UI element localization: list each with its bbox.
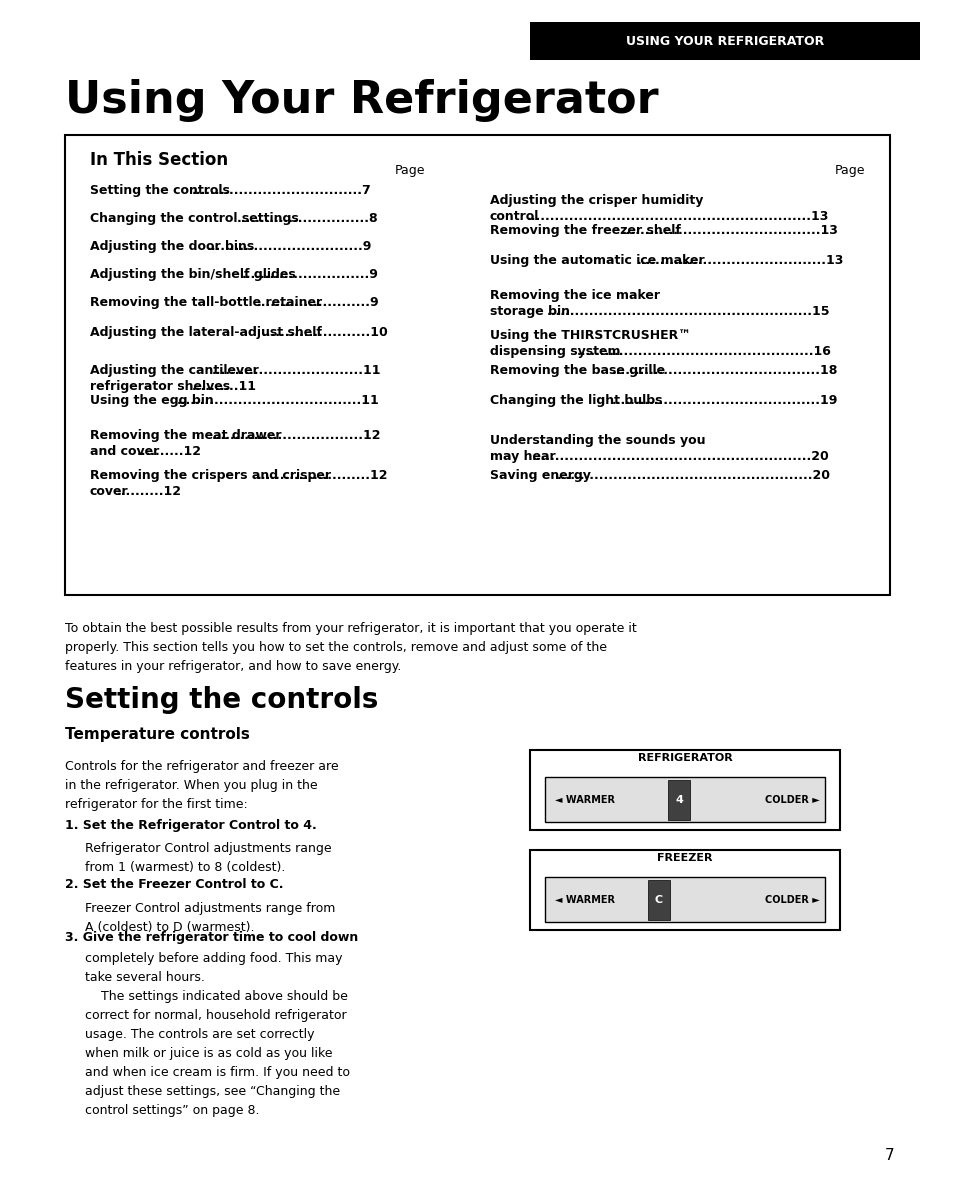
Text: Adjusting the door bins: Adjusting the door bins	[90, 239, 254, 252]
Text: 1. Set the Refrigerator Control to 4.: 1. Set the Refrigerator Control to 4.	[65, 819, 316, 832]
Text: Freezer Control adjustments range from
A (coldest) to D (warmest).: Freezer Control adjustments range from A…	[85, 902, 335, 934]
Text: Saving energy: Saving energy	[490, 469, 590, 482]
Text: COLDER ►: COLDER ►	[764, 895, 820, 906]
Text: COLDER ►: COLDER ►	[764, 795, 820, 804]
Text: completely before adding food. This may
take several hours.
    The settings ind: completely before adding food. This may …	[85, 952, 350, 1117]
Text: may hear: may hear	[490, 450, 555, 463]
Text: ........................................13: ........................................…	[637, 253, 843, 267]
Text: ....................................7: ....................................7	[192, 183, 372, 196]
Text: 3. Give the refrigerator time to cool down: 3. Give the refrigerator time to cool do…	[65, 931, 358, 944]
Text: refrigerator shelves: refrigerator shelves	[90, 380, 230, 393]
Text: storage bin: storage bin	[490, 305, 569, 318]
Text: Setting the controls: Setting the controls	[90, 183, 230, 196]
Text: .................................9: .................................9	[207, 239, 372, 252]
Text: Changing the light bulbs: Changing the light bulbs	[490, 394, 661, 407]
Text: Using the automatic ice maker: Using the automatic ice maker	[490, 253, 704, 267]
Text: ..................................................16: ........................................…	[577, 344, 831, 357]
Text: Using Your Refrigerator: Using Your Refrigerator	[65, 79, 658, 121]
Text: Temperature controls: Temperature controls	[65, 727, 250, 743]
Text: To obtain the best possible results from your refrigerator, it is important that: To obtain the best possible results from…	[65, 622, 636, 674]
Text: Removing the freezer shelf: Removing the freezer shelf	[490, 224, 680, 237]
Text: ................................12: ................................12	[212, 428, 381, 441]
Text: 7: 7	[884, 1147, 894, 1163]
Text: ..........12: ..........12	[137, 445, 202, 457]
Text: Using the egg bin: Using the egg bin	[90, 394, 213, 407]
Text: and cover: and cover	[90, 445, 159, 457]
Text: Adjusting the bin/shelf glides: Adjusting the bin/shelf glides	[90, 268, 295, 281]
FancyBboxPatch shape	[544, 877, 824, 922]
Text: Page: Page	[834, 163, 864, 176]
Text: ............................8: ............................8	[236, 212, 378, 225]
Text: Removing the crispers and crisper: Removing the crispers and crisper	[90, 469, 331, 482]
Text: ............................................18: ........................................…	[612, 363, 838, 376]
Text: ...........................9: ...........................9	[242, 268, 378, 281]
Text: Setting the controls: Setting the controls	[65, 685, 378, 714]
Text: ............................................19: ........................................…	[612, 394, 838, 407]
Text: Removing the ice maker: Removing the ice maker	[490, 288, 659, 301]
Text: .......................10: .......................10	[262, 326, 388, 338]
Text: Adjusting the cantilever: Adjusting the cantilever	[90, 363, 258, 376]
Text: ............................................................13: ........................................…	[526, 209, 828, 223]
Text: Refrigerator Control adjustments range
from 1 (warmest) to 8 (coldest).: Refrigerator Control adjustments range f…	[85, 843, 332, 873]
Text: ........................12: ........................12	[256, 469, 388, 482]
FancyBboxPatch shape	[544, 777, 824, 822]
Text: Page: Page	[395, 163, 425, 176]
Text: Removing the base grille: Removing the base grille	[490, 363, 664, 376]
FancyBboxPatch shape	[530, 750, 840, 829]
Text: dispensing system: dispensing system	[490, 344, 619, 357]
Text: ...........................................................20: ........................................…	[532, 450, 829, 463]
Text: USING YOUR REFRIGERATOR: USING YOUR REFRIGERATOR	[625, 35, 823, 48]
Text: ..........11: ..........11	[192, 380, 256, 393]
FancyBboxPatch shape	[530, 21, 919, 60]
Text: 4: 4	[675, 795, 682, 804]
Text: ..........................................13: ........................................…	[621, 224, 838, 237]
Text: ................................11: ................................11	[212, 363, 381, 376]
Text: In This Section: In This Section	[90, 151, 228, 169]
Text: FREEZER: FREEZER	[657, 853, 712, 863]
Text: ..........12: ..........12	[117, 484, 182, 497]
Text: Controls for the refrigerator and freezer are
in the refrigerator. When you plug: Controls for the refrigerator and freeze…	[65, 760, 338, 812]
Text: 2. Set the Freezer Control to C.: 2. Set the Freezer Control to C.	[65, 878, 283, 891]
Text: Adjusting the lateral-adjust shelf: Adjusting the lateral-adjust shelf	[90, 326, 321, 338]
Text: REFRIGERATOR: REFRIGERATOR	[637, 753, 732, 763]
Text: Removing the tall-bottle retainer: Removing the tall-bottle retainer	[90, 295, 322, 308]
FancyBboxPatch shape	[530, 850, 840, 931]
FancyBboxPatch shape	[667, 779, 689, 820]
Text: ......................................................20: ........................................…	[557, 469, 830, 482]
Text: ◄ WARMER: ◄ WARMER	[555, 895, 615, 906]
Text: Changing the control settings: Changing the control settings	[90, 212, 298, 225]
Text: ◄ WARMER: ◄ WARMER	[555, 795, 615, 804]
Text: Using the THIRSTCRUSHER™: Using the THIRSTCRUSHER™	[490, 328, 690, 342]
Text: cover: cover	[90, 484, 129, 497]
Text: Adjusting the crisper humidity: Adjusting the crisper humidity	[490, 194, 702, 207]
FancyBboxPatch shape	[65, 134, 889, 595]
Text: C: C	[655, 895, 662, 906]
Text: Removing the meat drawer: Removing the meat drawer	[90, 428, 281, 441]
Text: ........................................................15: ........................................…	[546, 305, 830, 318]
Text: .......................................11: .......................................1…	[177, 394, 379, 407]
Text: ........................9: ........................9	[256, 295, 379, 308]
Text: Understanding the sounds you: Understanding the sounds you	[490, 433, 705, 446]
FancyBboxPatch shape	[647, 879, 669, 920]
Text: control: control	[490, 209, 538, 223]
